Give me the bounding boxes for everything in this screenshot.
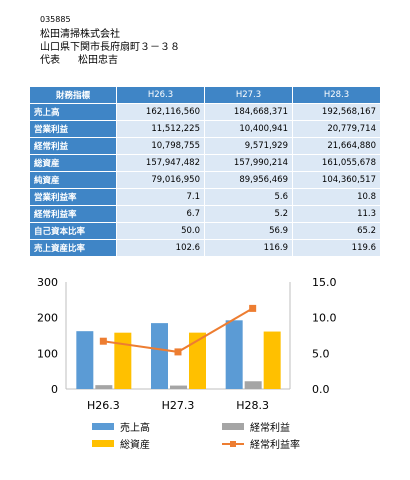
financial-table: 財務指標 H26.3 H27.3 H28.3 売上高 162,116,560 184…	[29, 86, 381, 257]
table-header-label: 財務指標	[29, 86, 117, 104]
legend-swatch	[92, 423, 114, 430]
table-cell: 116.9	[204, 239, 293, 257]
bar-ordinary-profit	[95, 385, 113, 389]
table-cell: 5.2	[204, 205, 293, 223]
bar-total-assets	[114, 332, 132, 389]
table-cell: 11.3	[292, 205, 381, 223]
table-row: 経常利益 10,798,755 9,571,929 21,664,880	[29, 137, 381, 155]
company-code: 035885	[40, 15, 71, 24]
line-marker	[249, 304, 257, 312]
table-row: 総資産 157,947,482 157,990,214 161,055,678	[29, 154, 381, 172]
x-tick-label: H27.3	[162, 399, 195, 412]
bar-sales	[76, 331, 94, 389]
y-left-tick-label: 100	[37, 347, 58, 360]
y-left-tick-label: 200	[37, 312, 58, 325]
y-left-tick-label: 0	[51, 383, 58, 396]
table-cell: 65.2	[292, 222, 381, 240]
table-cell: 79,016,950	[116, 171, 205, 189]
table-header-year: H26.3	[116, 86, 205, 104]
table-cell: 161,055,678	[292, 154, 381, 172]
legend-swatch	[92, 440, 114, 447]
table-cell: 104,360,517	[292, 171, 381, 189]
table-cell: 10,400,941	[204, 120, 293, 138]
legend-swatch	[222, 423, 244, 430]
table-cell: 21,664,880	[292, 137, 381, 155]
representative-name: 松田忠吉	[78, 55, 118, 66]
bar-sales	[151, 323, 168, 389]
x-tick-label: H26.3	[87, 399, 120, 412]
table-row: 経常利益率 6.7 5.2 11.3	[29, 205, 381, 223]
table-row: 営業利益 11,512,225 10,400,941 20,779,714	[29, 120, 381, 138]
table-cell: 102.6	[116, 239, 205, 257]
bar-total-assets	[189, 332, 206, 389]
table-cell: 10.8	[292, 188, 381, 206]
y-left-tick-label: 300	[37, 276, 58, 289]
row-label: 売上高	[29, 103, 117, 121]
line-marker	[174, 348, 182, 356]
table-header-year: H28.3	[292, 86, 381, 104]
table-header-row: 財務指標 H26.3 H27.3 H28.3	[29, 86, 381, 104]
combo-chart: 0 100 200 300 0.0 5.0 10.0 15.0 H26.3 H27.3 H28.3 売…	[37, 276, 337, 451]
table-cell: 184,668,371	[204, 103, 293, 121]
x-tick-label: H28.3	[236, 399, 269, 412]
table-row: 自己資本比率 50.0 56.9 65.2	[29, 222, 381, 240]
table-row: 売上資産比率 102.6 116.9 119.6	[29, 239, 381, 257]
table-cell: 162,116,560	[116, 103, 205, 121]
line-marker	[99, 337, 107, 345]
table-row: 営業利益率 7.1 5.6 10.8	[29, 188, 381, 206]
legend-swatch-marker	[230, 441, 236, 447]
y-right-tick-label: 10.0	[312, 312, 337, 325]
legend-label: 経常利益	[250, 421, 290, 434]
company-name: 松田清掃株式会社	[40, 29, 120, 40]
representative-title: 代表	[40, 55, 60, 66]
table-cell: 7.1	[116, 188, 205, 206]
row-label: 総資産	[29, 154, 117, 172]
y-right-tick-label: 5.0	[312, 347, 330, 360]
bar-ordinary-profit	[244, 381, 262, 389]
bar-sales	[225, 320, 243, 389]
table-cell: 9,571,929	[204, 137, 293, 155]
row-label: 純資産	[29, 171, 117, 189]
table-cell: 157,947,482	[116, 154, 205, 172]
table-row: 純資産 79,016,950 89,956,469 104,360,517	[29, 171, 381, 189]
y-right-tick-label: 15.0	[312, 276, 337, 289]
row-label: 自己資本比率	[29, 222, 117, 240]
company-representative: 代表 松田忠吉	[40, 55, 118, 67]
table-cell: 119.6	[292, 239, 381, 257]
table-cell: 5.6	[204, 188, 293, 206]
table-header-year: H27.3	[204, 86, 293, 104]
bar-ordinary-profit	[170, 385, 187, 389]
table-cell: 11,512,225	[116, 120, 205, 138]
table-cell: 20,779,714	[292, 120, 381, 138]
table-cell: 192,568,167	[292, 103, 381, 121]
bar-total-assets	[263, 331, 281, 389]
table-row: 売上高 162,116,560 184,668,371 192,568,167	[29, 103, 381, 121]
legend-label: 経常利益率	[250, 438, 300, 451]
table-cell: 10,798,755	[116, 137, 205, 155]
table-cell: 89,956,469	[204, 171, 293, 189]
table-cell: 56.9	[204, 222, 293, 240]
row-label: 経常利益率	[29, 205, 117, 223]
table-cell: 157,990,214	[204, 154, 293, 172]
row-label: 営業利益	[29, 120, 117, 138]
row-label: 営業利益率	[29, 188, 117, 206]
table-cell: 6.7	[116, 205, 205, 223]
legend-label: 売上高	[120, 421, 150, 434]
row-label: 経常利益	[29, 137, 117, 155]
legend-label: 総資産	[120, 438, 150, 451]
row-label: 売上資産比率	[29, 239, 117, 257]
company-address: 山口県下関市長府扇町３－３８	[40, 42, 180, 53]
y-right-tick-label: 0.0	[312, 383, 330, 396]
table-cell: 50.0	[116, 222, 205, 240]
